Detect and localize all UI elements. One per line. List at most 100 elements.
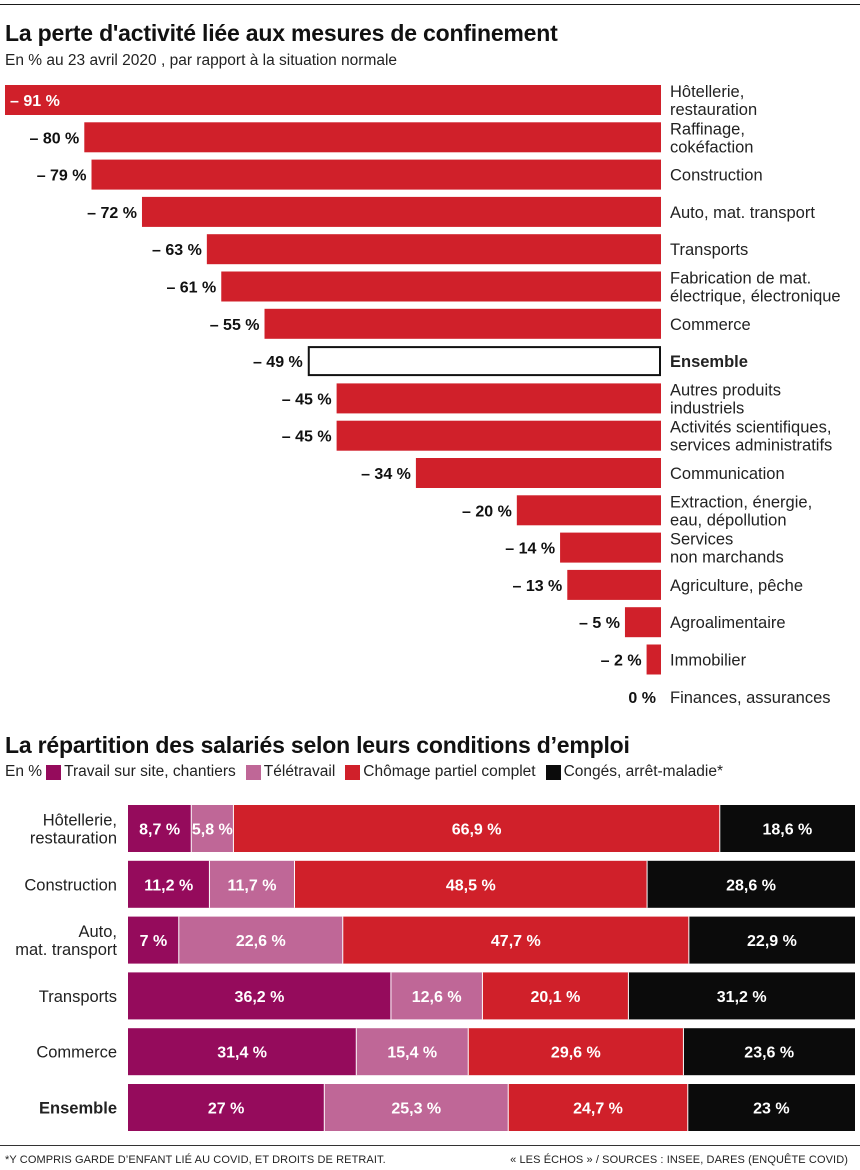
- row-label: Hôtellerie, restauration: [30, 812, 117, 848]
- legend-label-partial-unemployment: Chômage partiel complet: [363, 763, 536, 780]
- value-label: – 91 %: [10, 93, 60, 110]
- category-label: Autres produits industriels: [670, 381, 781, 417]
- bar: [264, 308, 661, 339]
- segment-value-label: 11,2 %: [144, 877, 193, 894]
- bar: [646, 644, 661, 675]
- stacked-segment: [128, 1084, 325, 1131]
- stacked-segment: [128, 805, 192, 852]
- top-rule: [0, 4, 860, 5]
- source-credit: « LES ÉCHOS » / SOURCES : INSEE, DARES (…: [510, 1154, 848, 1166]
- segment-value-label: 18,6 %: [762, 822, 812, 839]
- bar: [91, 159, 661, 190]
- category-label: Immobilier: [670, 652, 747, 670]
- category-label: Extraction, énergie, eau, dépollution: [670, 493, 812, 529]
- legend-label-onsite: Travail sur site, chantiers: [64, 763, 236, 780]
- stacked-segment: [191, 805, 234, 852]
- segment-value-label: 66,9 %: [452, 822, 502, 839]
- legend-label-telework: Télétravail: [263, 763, 336, 780]
- category-label: Finances, assurances: [670, 689, 831, 707]
- category-label: Construction: [670, 167, 763, 185]
- stacked-segment: [468, 1028, 684, 1076]
- bar: [336, 420, 661, 451]
- legend-item-leave: Congés, arrêt-maladie*: [542, 763, 723, 781]
- value-label: – 49 %: [253, 354, 303, 371]
- employment-conditions-stacked-bar-chart: 8,7 % 5,8 % 66,9 % 18,6 % Hôtellerie, restaur…: [15, 805, 855, 1131]
- segment-value-label: 25,3 %: [391, 1101, 441, 1118]
- stacked-segment: [128, 916, 179, 964]
- row-label: Auto, mat. transport: [15, 923, 117, 959]
- chart-2-legend: En % Travail sur site, chantiers Télétra…: [5, 763, 729, 781]
- value-label: – 79 %: [37, 168, 87, 185]
- category-label: Commerce: [670, 316, 751, 334]
- segment-value-label: 47,7 %: [491, 933, 541, 950]
- chart-1-subtitle: En % au 23 avril 2020 , par rapport à la…: [5, 52, 398, 69]
- segment-value-label: 5,8 %: [192, 822, 233, 839]
- legend-swatch-leave: [545, 764, 561, 780]
- footnote: *Y COMPRIS GARDE D’ENFANT LIÉ AU COVID, …: [5, 1154, 386, 1166]
- legend-swatch-onsite: [46, 764, 62, 780]
- stacked-segment: [390, 972, 483, 1020]
- bar: [206, 234, 661, 265]
- bar: [84, 122, 662, 153]
- legend-item-partial-unemployment: Chômage partiel complet: [341, 763, 536, 781]
- chart-2-title: La répartition des salariés selon leurs …: [5, 732, 630, 758]
- value-label: – 45 %: [282, 429, 332, 446]
- stacked-segment: [324, 1084, 509, 1131]
- value-label: – 55 %: [210, 317, 260, 334]
- segment-value-label: 15,4 %: [387, 1045, 437, 1062]
- value-label: – 45 %: [282, 391, 332, 408]
- bar: [221, 271, 661, 302]
- legend-unit-label: En %: [5, 763, 43, 780]
- stacked-segment: [688, 916, 855, 964]
- value-label: – 72 %: [87, 205, 137, 222]
- segment-value-label: 8,7 %: [139, 822, 180, 839]
- row-label: Transports: [39, 988, 117, 1006]
- bar: [567, 569, 661, 600]
- stacked-segment: [482, 972, 629, 1020]
- bar: [141, 196, 661, 227]
- legend-item-telework: Télétravail: [242, 763, 336, 781]
- value-label: – 20 %: [462, 503, 512, 520]
- bar: [415, 458, 661, 488]
- stacked-segment: [628, 972, 855, 1020]
- category-label: Fabrication de mat. électrique, électroni…: [670, 270, 841, 306]
- row-label: Commerce: [36, 1044, 117, 1062]
- value-label: – 13 %: [512, 578, 562, 595]
- value-label: – 34 %: [361, 466, 411, 483]
- segment-value-label: 20,1 %: [531, 989, 581, 1006]
- stacked-segment: [128, 1028, 357, 1076]
- stacked-segment: [178, 916, 343, 964]
- stacked-segment: [356, 1028, 469, 1076]
- stacked-segment: [128, 972, 391, 1020]
- footer-rule: [0, 1145, 860, 1146]
- value-label: – 2 %: [601, 653, 642, 670]
- segment-value-label: 23,6 %: [744, 1045, 794, 1062]
- category-label: Services non marchands: [670, 531, 784, 567]
- segment-value-label: 27 %: [208, 1101, 244, 1118]
- category-label: Activités scientifiques, services adminis…: [670, 419, 832, 455]
- category-label: Agriculture, pêche: [670, 577, 803, 595]
- stacked-segment: [687, 1084, 855, 1131]
- activity-loss-bar-chart: – 91 % Hôtellerie, restauration – 80 % Raffi…: [5, 83, 841, 707]
- legend-swatch-partial-unemployment: [345, 764, 361, 780]
- value-label: 0 %: [628, 690, 656, 707]
- legend-swatch-telework: [245, 764, 261, 780]
- segment-value-label: 48,5 %: [446, 877, 496, 894]
- segment-value-label: 22,9 %: [747, 933, 797, 950]
- segment-value-label: 22,6 %: [236, 933, 286, 950]
- category-label: Agroalimentaire: [670, 614, 786, 632]
- segment-value-label: 11,7 %: [227, 877, 276, 894]
- value-label: – 80 %: [29, 130, 79, 147]
- stacked-segment: [294, 860, 648, 908]
- segment-value-label: 12,6 %: [412, 989, 462, 1006]
- category-label: Ensemble: [670, 353, 748, 371]
- bar: [516, 495, 661, 526]
- bar: [624, 607, 661, 638]
- segment-value-label: 24,7 %: [573, 1101, 623, 1118]
- category-label: Communication: [670, 465, 785, 483]
- legend-label-leave: Congés, arrêt-maladie*: [563, 763, 723, 780]
- stacked-segment: [128, 860, 210, 908]
- chart-1-title: La perte d'activité liée aux mesures de …: [5, 20, 558, 46]
- value-label: – 5 %: [579, 615, 620, 632]
